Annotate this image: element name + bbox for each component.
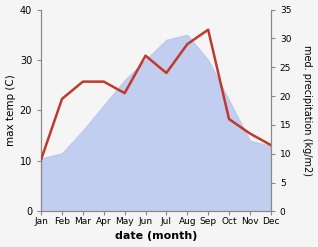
Y-axis label: max temp (C): max temp (C) — [5, 75, 16, 146]
X-axis label: date (month): date (month) — [115, 231, 197, 242]
Y-axis label: med. precipitation (kg/m2): med. precipitation (kg/m2) — [302, 45, 313, 176]
